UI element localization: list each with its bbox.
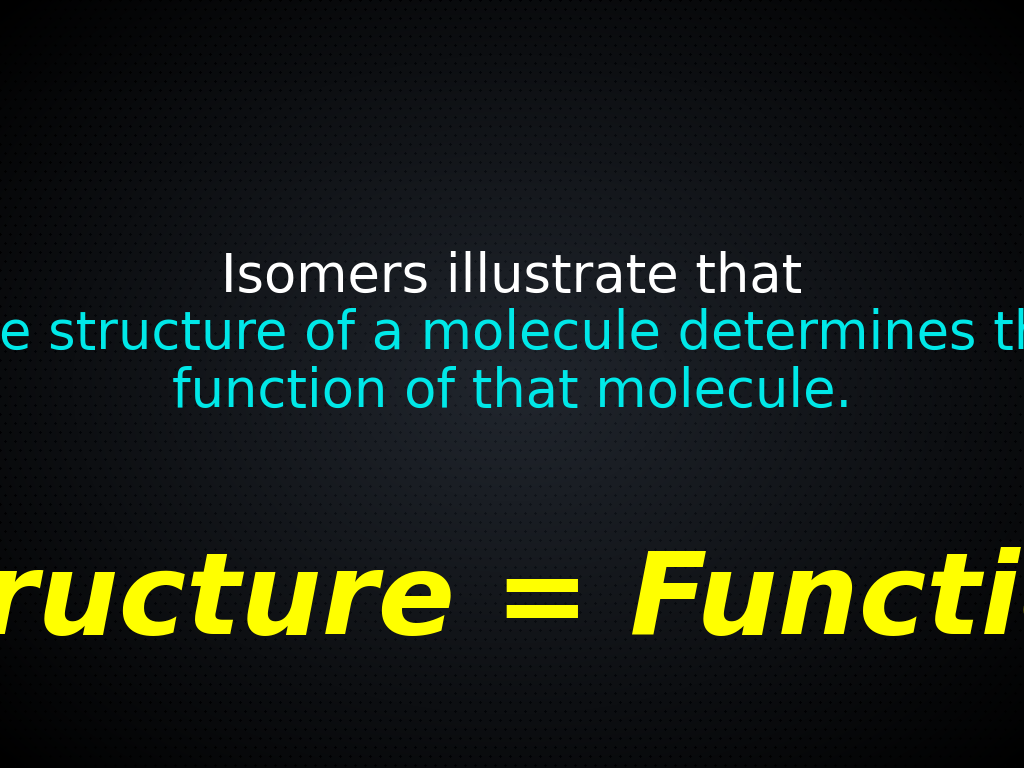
Text: Structure = Function: Structure = Function [0,548,1024,658]
Text: the structure of a molecule determines the: the structure of a molecule determines t… [0,308,1024,360]
Text: function of that molecule.: function of that molecule. [172,366,852,418]
Text: Isomers illustrate that: Isomers illustrate that [221,250,803,303]
